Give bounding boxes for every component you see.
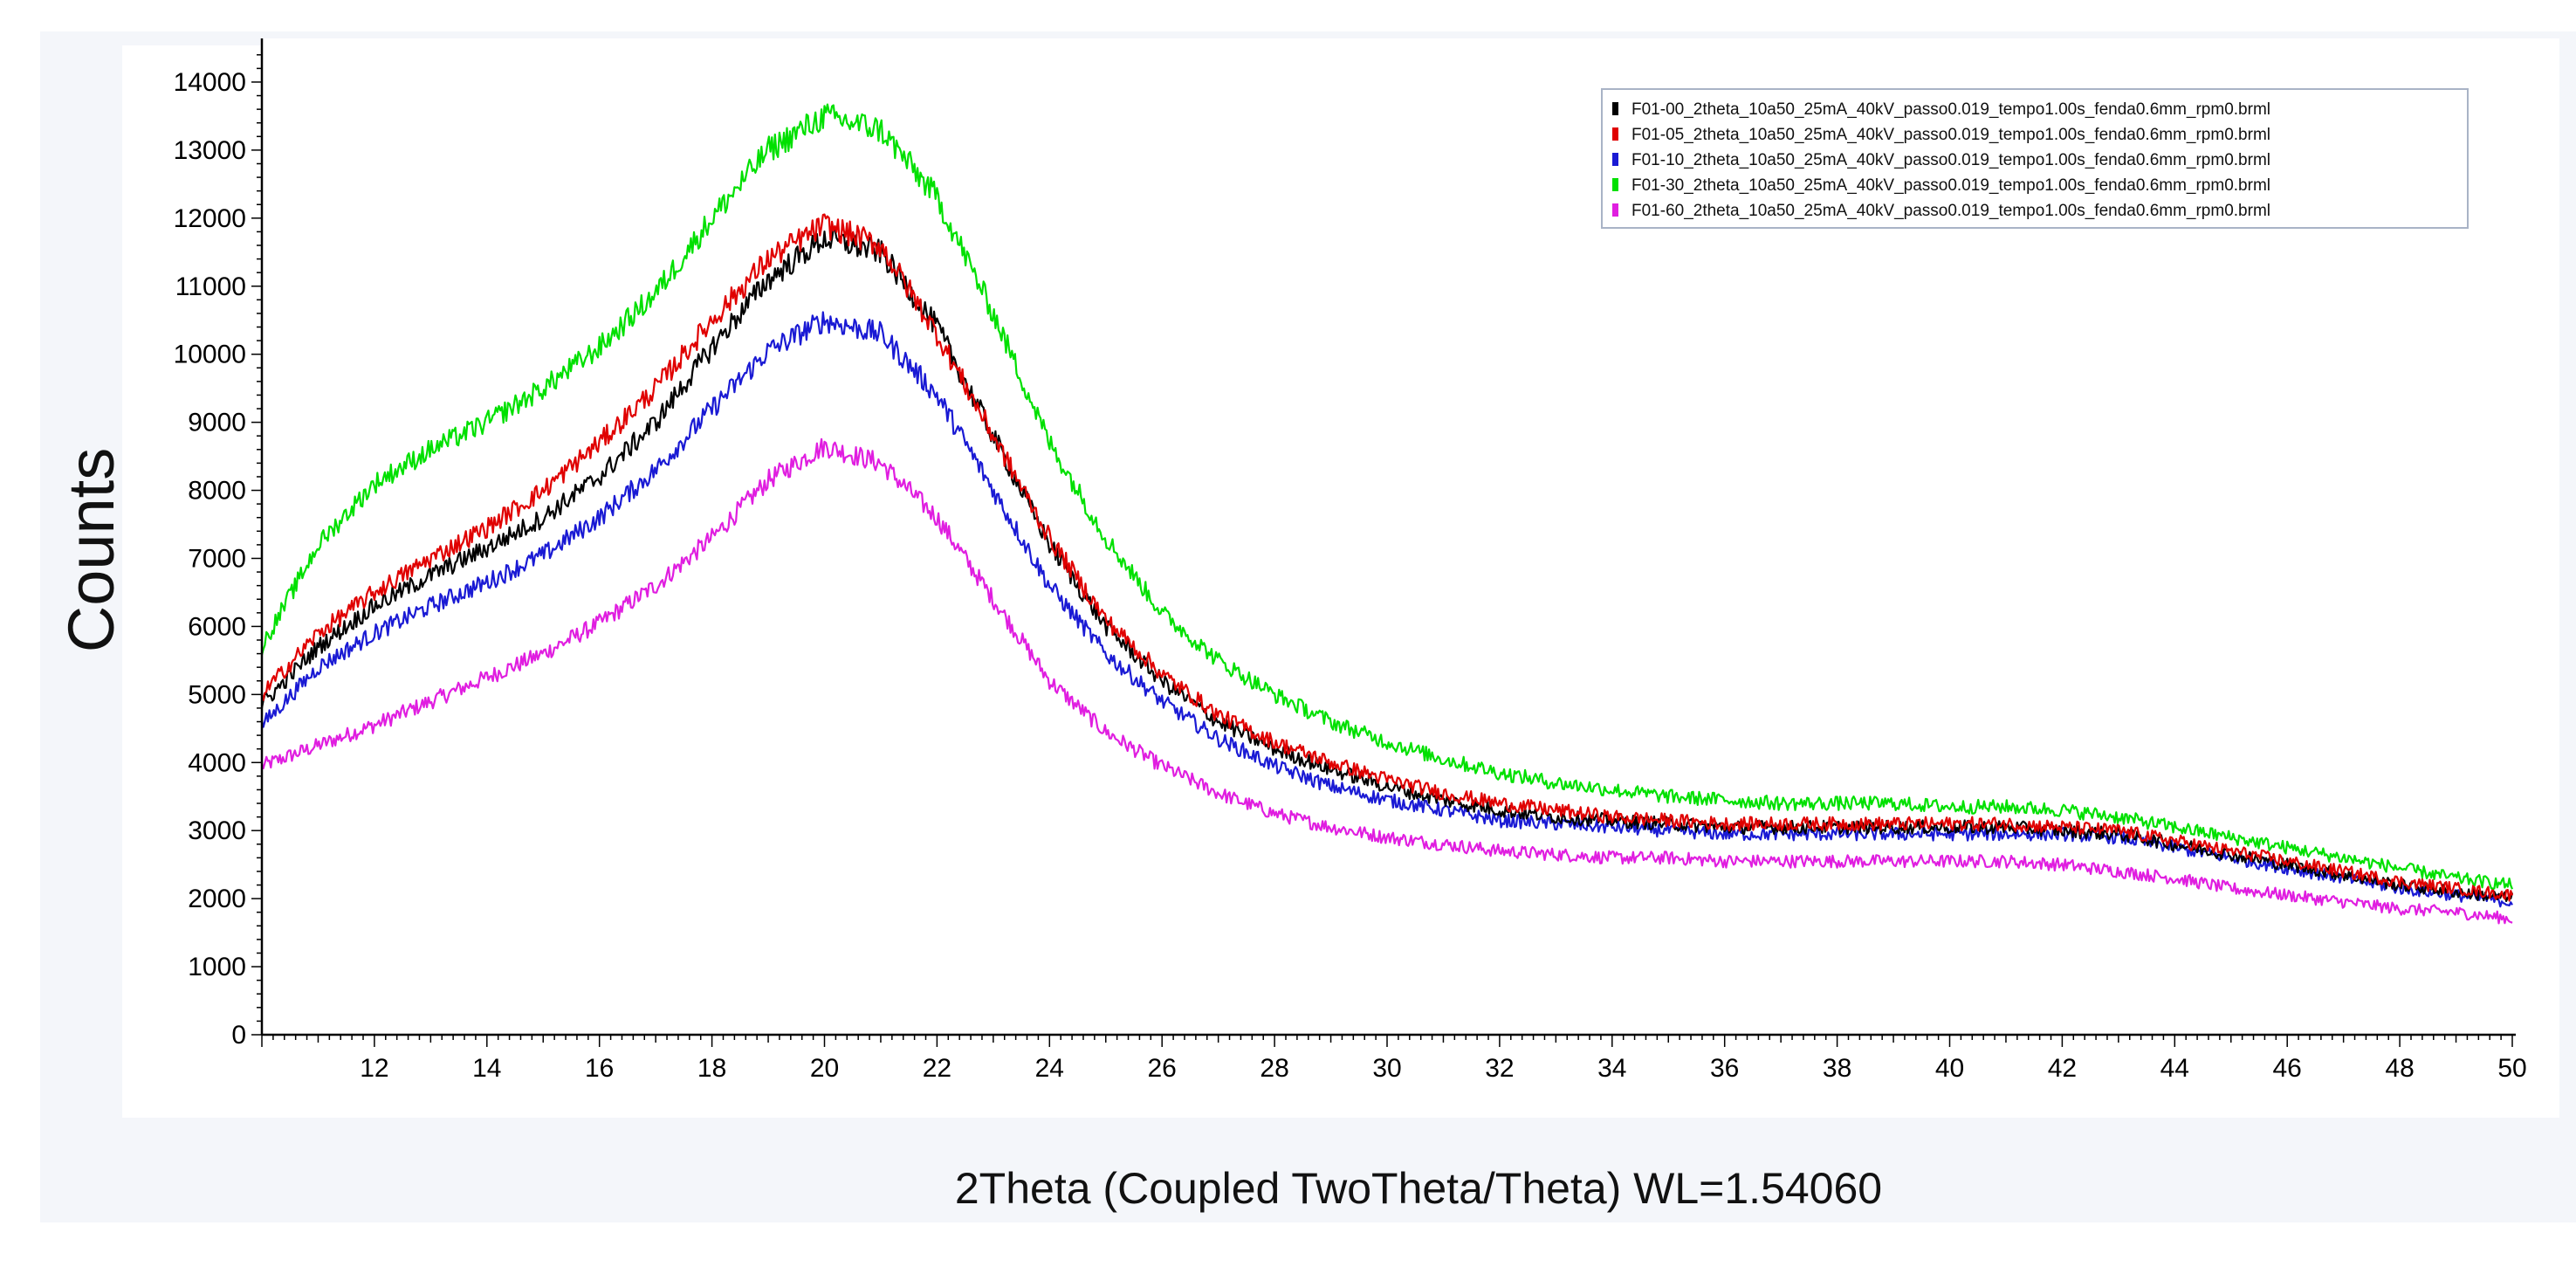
legend-swatch-4 bbox=[1612, 178, 1618, 191]
y-tick-label: 7000 bbox=[188, 544, 246, 573]
x-tick-label: 18 bbox=[697, 1054, 726, 1083]
legend-label-3: F01-10_2theta_10a50_25mA_40kV_passo0.019… bbox=[1631, 151, 2270, 169]
x-tick-label: 14 bbox=[472, 1054, 501, 1083]
x-axis-title: 2Theta (Coupled TwoTheta/Theta) WL=1.540… bbox=[955, 1164, 1882, 1213]
x-tick-label: 42 bbox=[2048, 1054, 2077, 1083]
x-tick-label: 26 bbox=[1148, 1054, 1177, 1083]
x-tick-label: 32 bbox=[1485, 1054, 1514, 1083]
x-tick-label: 20 bbox=[810, 1054, 839, 1083]
legend-label-4: F01-30_2theta_10a50_25mA_40kV_passo0.019… bbox=[1631, 176, 2270, 195]
y-tick-label: 0 bbox=[231, 1021, 246, 1050]
y-tick-label: 11000 bbox=[175, 272, 246, 301]
x-tick-label: 48 bbox=[2385, 1054, 2414, 1083]
series-line-5 bbox=[260, 437, 2513, 925]
x-tick-label: 30 bbox=[1372, 1054, 1401, 1083]
y-tick-label: 6000 bbox=[188, 612, 246, 641]
legend-label-2: F01-05_2theta_10a50_25mA_40kV_passo0.019… bbox=[1631, 126, 2270, 144]
legend-swatch-1 bbox=[1612, 102, 1618, 115]
x-tick-label: 50 bbox=[2497, 1054, 2526, 1083]
x-tick-label: 40 bbox=[1935, 1054, 1964, 1083]
y-tick-label: 10000 bbox=[174, 341, 246, 369]
series-layer bbox=[260, 103, 2514, 925]
y-tick-label: 14000 bbox=[174, 68, 246, 97]
y-tick-label: 12000 bbox=[174, 204, 246, 233]
legend-label-5: F01-60_2theta_10a50_25mA_40kV_passo0.019… bbox=[1631, 202, 2270, 220]
x-tick-label: 28 bbox=[1260, 1054, 1288, 1083]
legend-label-1: F01-00_2theta_10a50_25mA_40kV_passo0.019… bbox=[1631, 100, 2270, 119]
axes-layer: 12 14 16 18 20 22 24 26 28 30 32 34 36 38 40 42 44 46 48 50… bbox=[174, 38, 2527, 1083]
y-axis-title: Counts bbox=[55, 448, 127, 652]
y-tick-label: 1000 bbox=[188, 953, 246, 981]
x-tick-label: 46 bbox=[2273, 1054, 2302, 1083]
legend-swatch-5 bbox=[1612, 203, 1618, 217]
x-tick-label: 16 bbox=[585, 1054, 614, 1083]
legend-swatch-2 bbox=[1612, 127, 1618, 141]
y-tick-label: 13000 bbox=[174, 136, 246, 165]
y-tick-label: 2000 bbox=[188, 885, 246, 913]
legend: F01-00_2theta_10a50_25mA_40kV_passo0.019… bbox=[1601, 88, 2469, 229]
y-tick-label: 5000 bbox=[188, 680, 246, 709]
legend-swatch-3 bbox=[1612, 153, 1618, 166]
x-tick-label: 34 bbox=[1597, 1054, 1626, 1083]
x-tick-label: 24 bbox=[1035, 1054, 1064, 1083]
y-tick-label: 3000 bbox=[188, 816, 246, 845]
x-tick-label: 22 bbox=[923, 1054, 951, 1083]
y-tick-label: 8000 bbox=[188, 477, 246, 506]
x-tick-label: 38 bbox=[1823, 1054, 1851, 1083]
legend-box bbox=[1601, 88, 2469, 229]
y-tick-label: 4000 bbox=[188, 748, 246, 777]
x-tick-label: 12 bbox=[360, 1054, 388, 1083]
x-tick-label: 44 bbox=[2160, 1054, 2189, 1083]
series-line-4 bbox=[260, 103, 2514, 890]
y-tick-label: 9000 bbox=[188, 409, 246, 437]
series-line-2 bbox=[260, 213, 2514, 902]
x-tick-label: 36 bbox=[1710, 1054, 1739, 1083]
